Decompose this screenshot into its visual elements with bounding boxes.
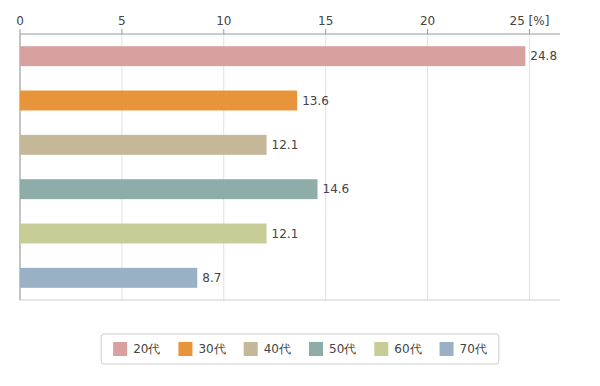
y-axis-line	[20, 34, 21, 300]
tick-mark	[427, 29, 428, 34]
grid-line	[325, 34, 326, 300]
grid-line	[427, 34, 428, 300]
tick-mark	[20, 29, 21, 34]
legend-swatch	[178, 342, 192, 356]
bar	[20, 268, 197, 288]
tick-label: 10	[216, 14, 231, 28]
grid-line	[223, 34, 224, 300]
data-label: 12.1	[272, 138, 299, 152]
grid	[20, 34, 529, 300]
chart-container: 0 5 10 15 20 25 [%] 24.8 13.6 12.1 14.6 12.1 8.7 20代…	[0, 0, 600, 386]
bar	[20, 46, 525, 66]
data-label: 8.7	[202, 271, 221, 285]
legend-swatch	[113, 342, 127, 356]
bar	[20, 179, 318, 199]
legend-label: 40代	[264, 342, 291, 356]
legend-label: 20代	[133, 342, 160, 356]
legend-label: 70代	[460, 342, 487, 356]
bar	[20, 135, 267, 155]
data-label: 13.6	[302, 94, 329, 108]
tick-label: 15	[318, 14, 333, 28]
tick-mark	[325, 29, 326, 34]
x-axis: 0 5 10 15 20 25 [%]	[16, 14, 560, 300]
data-label: 12.1	[272, 227, 299, 241]
bar	[20, 224, 267, 244]
x-axis-line	[20, 34, 560, 35]
legend-frame	[101, 334, 499, 364]
data-labels: 24.8 13.6 12.1 14.6 12.1 8.7	[202, 49, 557, 285]
plot-bottom-line	[20, 300, 560, 301]
tick-mark	[529, 29, 530, 34]
tick-mark	[223, 29, 224, 34]
legend-swatch	[374, 342, 388, 356]
grid-line	[529, 34, 530, 300]
legend-swatch	[309, 342, 323, 356]
tick-label: 5	[118, 14, 126, 28]
tick-mark	[121, 29, 122, 34]
legend-label: 60代	[394, 342, 421, 356]
tick-label: 0	[16, 14, 24, 28]
legend-swatch	[440, 342, 454, 356]
legend-swatch	[244, 342, 258, 356]
bars	[20, 46, 525, 288]
legend-label: 50代	[329, 342, 356, 356]
grid-line	[121, 34, 122, 300]
legend: 20代 30代 40代 50代 60代 70代	[101, 334, 499, 364]
grid-line	[20, 34, 21, 300]
legend-label: 30代	[198, 342, 225, 356]
tick-label: 20	[420, 14, 435, 28]
data-label: 14.6	[323, 182, 350, 196]
data-label: 24.8	[530, 49, 557, 63]
bar	[20, 91, 297, 111]
chart-svg: 0 5 10 15 20 25 [%] 24.8 13.6 12.1 14.6 12.1 8.7 20代…	[0, 0, 600, 386]
tick-label: 25 [%]	[510, 14, 550, 28]
